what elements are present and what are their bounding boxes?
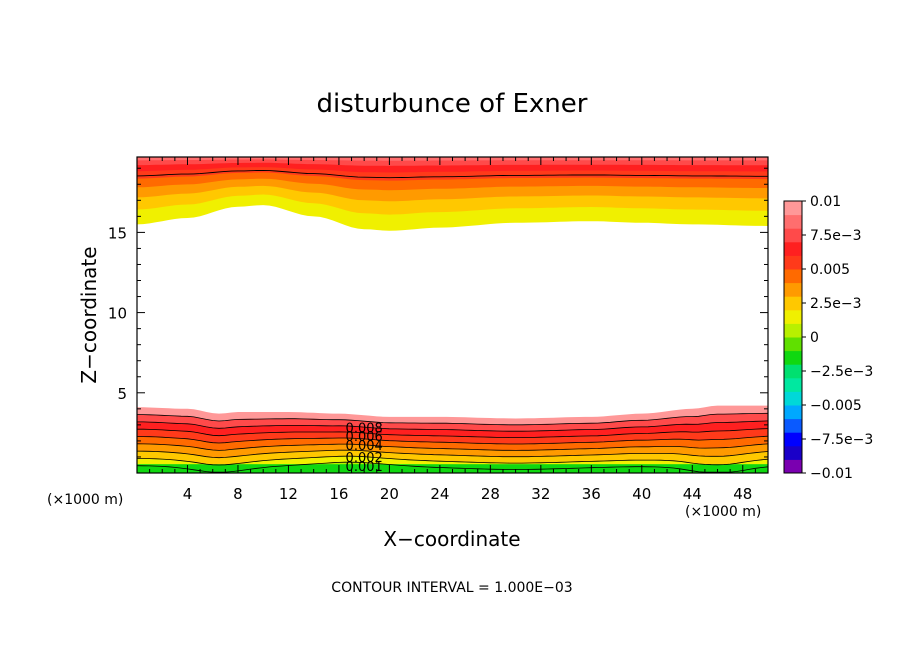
lower-contour-line <box>136 461 769 473</box>
lower-contour-line <box>136 449 769 459</box>
x-tick-label: 16 <box>329 485 348 503</box>
colorbar-swatch <box>784 432 802 447</box>
colorbar-swatch <box>784 445 802 460</box>
x-tick-label: 12 <box>279 485 298 503</box>
colorbar-swatch <box>784 377 802 392</box>
colorbar-swatch <box>784 201 802 216</box>
colorbar-label: 7.5e−3 <box>810 228 862 244</box>
y-axis-label: Z−coordinate <box>77 246 101 383</box>
colorbar-label: 0.01 <box>810 194 841 210</box>
x-tick-label: 4 <box>183 485 193 503</box>
x-tick-label: 36 <box>582 485 601 503</box>
x-tick-label: 32 <box>531 485 550 503</box>
y-tick-label: 5 <box>117 385 127 403</box>
colorbar-swatch <box>784 282 802 297</box>
chart-title: disturbunce of Exner <box>317 89 588 119</box>
colorbar-swatch <box>784 350 802 365</box>
contour-label: 0.002 <box>346 451 383 466</box>
colorbar-swatch <box>784 405 802 420</box>
contour-lines <box>136 170 769 473</box>
contour-label: 0.006 <box>346 430 383 445</box>
x-tick-label: 44 <box>683 485 702 503</box>
colorbar-label: 0.005 <box>810 262 850 278</box>
x-tick-label: 8 <box>233 485 243 503</box>
colorbar-swatch <box>784 214 802 229</box>
colorbar-label: 0 <box>810 330 819 346</box>
y-tick-label: 10 <box>108 305 127 323</box>
lower-contour-line <box>136 435 769 445</box>
contour-label: 0.001 <box>346 460 383 475</box>
y-tick-label: 15 <box>108 224 127 242</box>
x-tick-label: 20 <box>380 485 399 503</box>
colorbar-swatch <box>784 391 802 406</box>
colorbar-label: −2.5e−3 <box>810 364 873 380</box>
x-unit-right: (×1000 m) <box>685 504 761 520</box>
x-tick-label: 40 <box>632 485 651 503</box>
colorbar-swatch <box>784 364 802 379</box>
x-tick-label: 48 <box>733 485 752 503</box>
upper-contour-line <box>136 170 768 179</box>
x-unit-left: (×1000 m) <box>47 492 123 508</box>
contour-interval-note: CONTOUR INTERVAL = 1.000E−03 <box>331 580 572 596</box>
colorbar-label: −0.005 <box>810 398 862 414</box>
colorbar-label: −0.01 <box>810 466 853 482</box>
colorbar-label: −7.5e−3 <box>810 432 873 448</box>
colorbar-swatch <box>784 459 802 474</box>
contour-label: 0.008 <box>346 421 383 436</box>
lower-contour-line <box>136 443 769 451</box>
colorbar: 0.01 7.5e−3 0.005 2.5e−3 0 −2.5e−3 −0.005 −7.5e… <box>783 194 873 482</box>
contour-fields <box>137 157 768 473</box>
x-tick-label: 24 <box>430 485 449 503</box>
colorbar-swatch <box>784 228 802 243</box>
lower-contour-line <box>136 455 769 466</box>
lower-contour-line <box>137 428 769 438</box>
lower-contour-line <box>136 412 769 426</box>
colorbar-swatch <box>784 269 802 284</box>
colorbar-swatch <box>784 296 802 311</box>
colorbar-label: 2.5e−3 <box>810 296 862 312</box>
lower-fill-band <box>137 464 768 473</box>
colorbar-swatch <box>784 309 802 324</box>
colorbar-swatch <box>784 337 802 352</box>
colorbar-swatch <box>784 418 802 433</box>
x-tick-label: 28 <box>481 485 500 503</box>
contour-label: 0.004 <box>346 439 383 454</box>
colorbar-swatch <box>784 323 802 338</box>
x-axis-label: X−coordinate <box>383 527 520 551</box>
colorbar-swatch <box>784 241 802 256</box>
colorbar-swatch <box>784 255 802 270</box>
lower-contour-line <box>137 420 769 432</box>
